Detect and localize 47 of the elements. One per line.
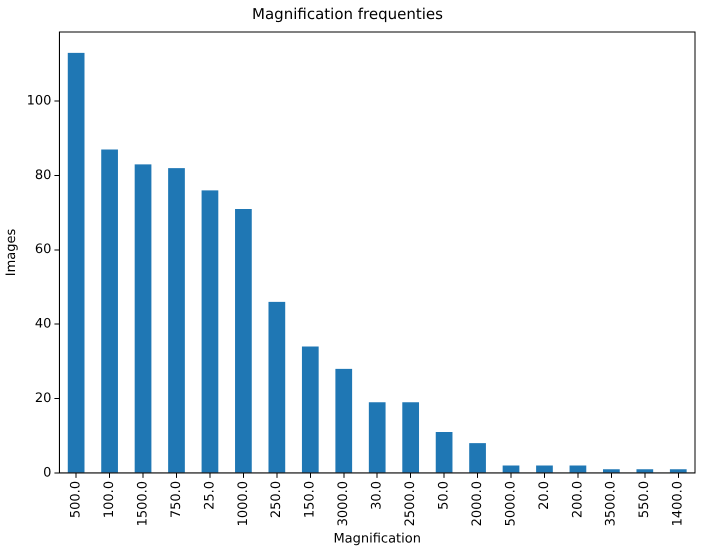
x-tick-label: 2000.0 [470,480,485,526]
x-tick-label: 250.0 [269,480,284,518]
x-tick-label: 3000.0 [336,480,352,526]
y-axis-title: Images [4,228,20,276]
x-tick-label: 25.0 [202,480,218,510]
x-tick-label: 50.0 [436,480,452,510]
bar [636,469,654,472]
bar [235,208,252,472]
x-tick-label: 1000.0 [236,480,251,526]
x-tick-label: 750.0 [168,480,184,518]
chart-title: Magnification frequenties [252,4,444,23]
y-tick-label: 100 [26,94,52,109]
y-tick-label: 20 [34,390,52,406]
bar [536,465,553,472]
bar [603,469,620,472]
bar [101,149,118,472]
y-tick-label: 80 [34,168,52,183]
x-tick-label: 200.0 [570,480,586,518]
bar [402,402,420,472]
x-tick-label: 500.0 [68,480,84,518]
x-tick-label: 550.0 [637,480,652,518]
bar [670,469,687,472]
bar [202,190,218,472]
x-tick-label: 150.0 [302,480,318,518]
y-tick-label: 60 [34,242,52,258]
bar [134,164,152,472]
bar [469,443,486,472]
bar [570,465,586,472]
x-tick-label: 30.0 [370,480,385,510]
x-tick-label: 100.0 [102,480,117,518]
bar [335,368,352,472]
bar [436,432,452,472]
x-tick-label: 3500.0 [604,480,619,526]
x-tick-label: 20.0 [536,480,552,510]
bar [68,52,84,472]
bar [268,302,286,472]
x-tick-label: 5000.0 [503,480,518,526]
x-tick-label: 1500.0 [135,480,150,526]
x-tick-label: 1400.0 [670,480,686,526]
bar [302,346,319,472]
y-tick-label: 40 [34,316,52,332]
x-tick-label: 2500.0 [403,480,418,526]
bar [168,168,185,472]
y-tick-label: 0 [43,465,52,480]
bar [368,402,386,472]
x-axis-title: Magnification [333,532,421,547]
bar [502,465,520,472]
